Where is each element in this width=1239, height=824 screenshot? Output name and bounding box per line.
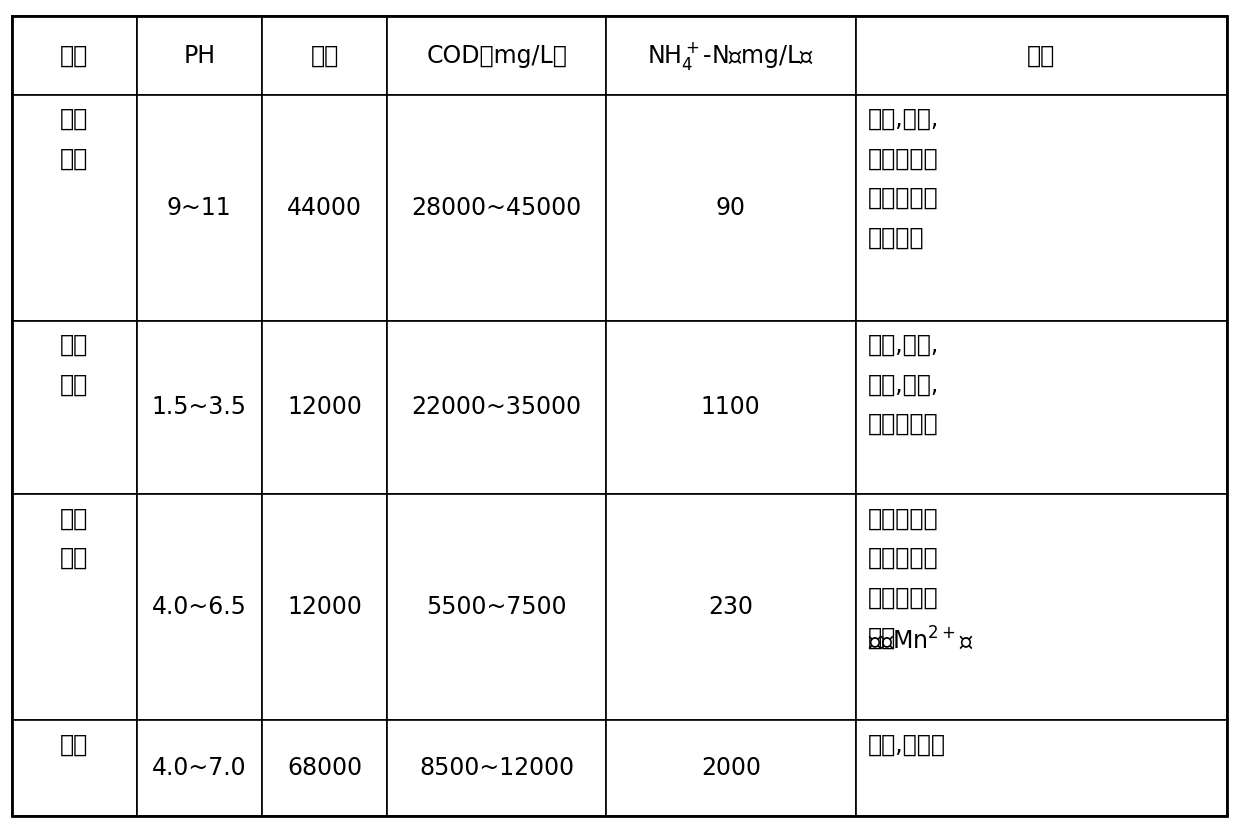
Text: 淡黄，氯仿: 淡黄，氯仿: [869, 507, 939, 531]
Text: 2000: 2000: [701, 756, 761, 780]
Bar: [136, 720, 261, 816]
Text: 230: 230: [709, 595, 753, 620]
Text: 仿、Mn$^{2+}$。: 仿、Mn$^{2+}$。: [869, 625, 974, 653]
Bar: [12, 494, 136, 720]
Text: 残液: 残液: [61, 147, 88, 171]
Bar: [856, 720, 1227, 816]
Text: 水洗: 水洗: [61, 333, 88, 357]
Bar: [12, 95, 136, 321]
Bar: [136, 16, 261, 95]
Bar: [261, 321, 388, 494]
Text: 1.5~3.5: 1.5~3.5: [151, 396, 247, 419]
Bar: [856, 95, 1227, 321]
Bar: [136, 494, 261, 720]
Text: 44000: 44000: [287, 195, 362, 220]
Text: 盐度: 盐度: [311, 44, 338, 68]
Text: 名称: 名称: [61, 44, 88, 68]
Text: 含有硫酸二: 含有硫酸二: [869, 147, 939, 171]
Text: NH$_4^+$-N（mg/L）: NH$_4^+$-N（mg/L）: [647, 40, 814, 72]
Bar: [388, 494, 606, 720]
Bar: [606, 720, 856, 816]
Bar: [606, 321, 856, 494]
Bar: [856, 16, 1227, 95]
Text: 9~11: 9~11: [167, 195, 232, 220]
Bar: [12, 720, 136, 816]
Text: 橙红,酸味,: 橙红,酸味,: [869, 333, 939, 357]
Bar: [12, 321, 136, 494]
Text: 68000: 68000: [287, 756, 362, 780]
Bar: [261, 720, 388, 816]
Bar: [856, 494, 1227, 720]
Text: 橘红,浑浊,: 橘红,浑浊,: [869, 107, 939, 131]
Text: 氯提: 氯提: [61, 546, 88, 570]
Bar: [136, 321, 261, 494]
Text: 有煤油。: 有煤油。: [869, 226, 924, 250]
Text: 1100: 1100: [701, 396, 761, 419]
Text: 甲化: 甲化: [61, 107, 88, 131]
Text: 4.0~7.0: 4.0~7.0: [152, 756, 247, 780]
Text: 原母: 原母: [61, 372, 88, 396]
Bar: [606, 16, 856, 95]
Bar: [261, 16, 388, 95]
Bar: [388, 720, 606, 816]
Text: 含有醋酐。: 含有醋酐。: [869, 412, 939, 436]
Text: 一次: 一次: [61, 507, 88, 531]
Bar: [388, 321, 606, 494]
Bar: [136, 95, 261, 321]
Text: 茶钠: 茶钠: [61, 733, 88, 756]
Text: 橙红,略浑。: 橙红,略浑。: [869, 733, 947, 756]
Text: 5500~7500: 5500~7500: [426, 595, 567, 620]
Text: 仿、: 仿、: [869, 625, 896, 649]
Text: 略浑，含氯: 略浑，含氯: [869, 586, 939, 610]
Text: COD（mg/L）: COD（mg/L）: [426, 44, 567, 68]
Bar: [606, 95, 856, 321]
Bar: [261, 95, 388, 321]
Text: 8500~12000: 8500~12000: [419, 756, 575, 780]
Text: 90: 90: [716, 195, 746, 220]
Text: 透明,发亮,: 透明,发亮,: [869, 372, 939, 396]
Bar: [261, 494, 388, 720]
Bar: [388, 16, 606, 95]
Bar: [856, 321, 1227, 494]
Text: 22000~35000: 22000~35000: [411, 396, 582, 419]
Bar: [606, 494, 856, 720]
Text: 12000: 12000: [287, 396, 362, 419]
Text: 味，透明，: 味，透明，: [869, 546, 939, 570]
Bar: [388, 95, 606, 321]
Text: 28000~45000: 28000~45000: [411, 195, 582, 220]
Text: 4.0~6.5: 4.0~6.5: [152, 595, 247, 620]
Bar: [12, 16, 136, 95]
Text: 性状: 性状: [1027, 44, 1056, 68]
Text: PH: PH: [183, 44, 216, 68]
Text: 12000: 12000: [287, 595, 362, 620]
Text: 甲酯、漂浮: 甲酯、漂浮: [869, 186, 939, 210]
